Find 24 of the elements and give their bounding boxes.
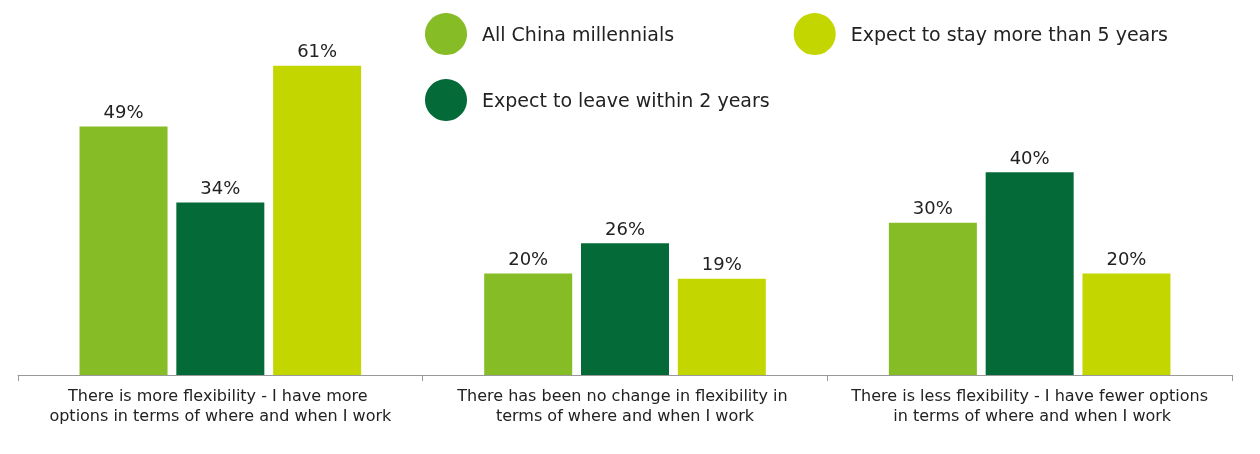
bar — [888, 222, 977, 375]
bar — [581, 243, 669, 375]
data-label: 30% — [912, 197, 953, 219]
legend-label: Expect to leave within 2 years — [482, 89, 770, 111]
bar — [985, 172, 1074, 375]
bar — [1082, 273, 1171, 375]
data-label: 49% — [103, 101, 144, 122]
x-tick-label: There has been no change in flexibility in terms of where and when I work — [456, 385, 793, 425]
bar — [484, 273, 573, 375]
data-label: 61% — [297, 40, 338, 62]
data-label: 20% — [508, 248, 549, 270]
legend-label: Expect to stay more than 5 years — [850, 23, 1168, 45]
x-tick-label: There is more flexibility - I have more options in terms of where and when I work — [49, 385, 392, 425]
legend-label: All China millennials — [482, 23, 675, 45]
bar — [273, 65, 362, 375]
data-label: 19% — [701, 253, 742, 275]
bar — [79, 126, 168, 375]
data-label: 26% — [604, 217, 646, 239]
bar — [176, 202, 265, 375]
data-label: 34% — [200, 177, 241, 199]
data-label: 20% — [1106, 248, 1147, 270]
data-label: 40% — [1009, 146, 1050, 168]
x-tick-label: There is less flexibility - I have fewer options in terms of where and when I work — [850, 385, 1209, 425]
bar — [677, 278, 766, 375]
